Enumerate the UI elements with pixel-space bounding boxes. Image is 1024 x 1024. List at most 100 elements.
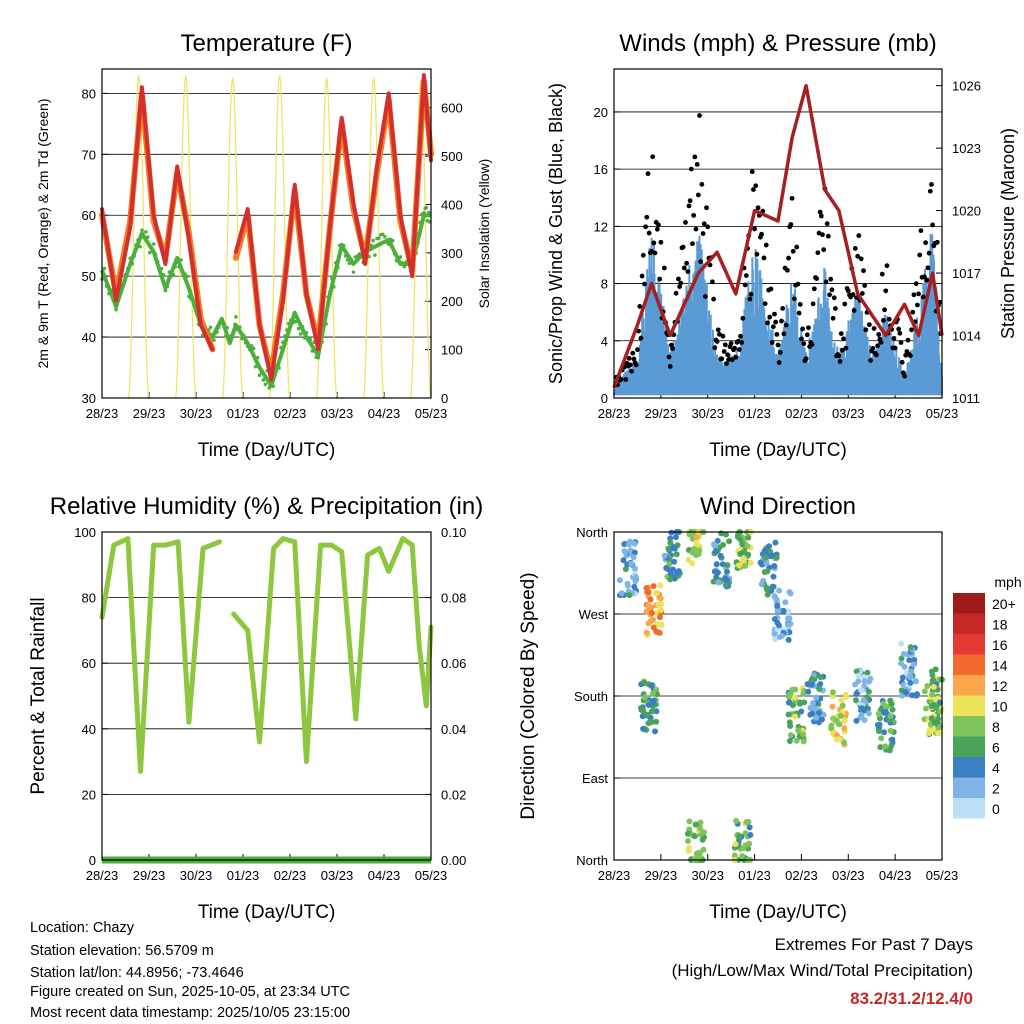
dewpoint-point	[328, 290, 332, 294]
wind-direction-point	[793, 737, 800, 744]
wind-direction-point	[695, 550, 702, 557]
wind-direction-point	[717, 552, 724, 559]
winds-frame	[613, 68, 943, 399]
wind-gust-point	[920, 294, 926, 300]
dewpoint-point	[330, 276, 334, 281]
wind-direction-point	[686, 844, 693, 851]
wind-direction-point	[800, 731, 807, 738]
legend-label: 8	[992, 719, 1000, 735]
wind-direction-point	[860, 696, 867, 703]
wind-gust-point	[725, 352, 731, 358]
wind-gust-point	[789, 195, 795, 201]
winds-xtick-label: 05/23	[926, 406, 959, 421]
dewpoint-point	[146, 235, 150, 239]
wind-direction-point	[780, 607, 787, 614]
dewpoint-point	[161, 272, 166, 277]
wind-gust-point	[809, 342, 815, 347]
dewpoint-point	[123, 273, 128, 277]
wind-gust-point	[749, 169, 755, 175]
wind-gust-point	[930, 222, 936, 228]
wind-direction-point	[930, 684, 937, 691]
wind-gust-point	[861, 268, 866, 274]
wind-direction-point	[785, 608, 792, 615]
temperature-xtick-label: 29/23	[133, 406, 166, 421]
wind-gust-point	[705, 224, 711, 230]
wind-gust-point	[678, 280, 684, 286]
wind-gust-point	[896, 326, 902, 332]
wind-direction-point	[733, 817, 740, 824]
direction-xtick-label: 03/23	[832, 868, 865, 883]
direction-xtick-label: 30/23	[691, 868, 724, 883]
wind-gust-point	[717, 331, 722, 337]
wind-gust-point	[775, 342, 781, 348]
wind-direction-point	[693, 540, 700, 547]
wind-direction-point	[648, 719, 655, 726]
wind-gust-point	[720, 333, 726, 339]
wind-gust-point	[694, 162, 700, 167]
humidity-ytick-label: 80	[82, 591, 96, 606]
dewpoint-point	[183, 272, 187, 276]
dewpoint-point	[261, 378, 266, 382]
dewpoint-point	[210, 335, 215, 339]
wind-direction-point	[816, 685, 823, 692]
wind-direction-point	[810, 700, 817, 707]
wind-gust-point	[874, 352, 879, 358]
humidity-ytick-label: 0	[89, 853, 96, 868]
wind-gust-point	[918, 228, 924, 234]
winds-ytick-right-label: 1023	[952, 141, 981, 156]
dewpoint-point	[222, 323, 227, 327]
wind-direction-point	[932, 666, 939, 673]
wind-gust-point	[770, 324, 776, 330]
wind-gust-point	[916, 291, 921, 297]
wind-direction-point	[880, 709, 887, 716]
wind-direction-point	[712, 548, 719, 555]
wind-direction-point	[889, 736, 896, 743]
humidity-ylabel: Percent & Total Rainfall	[28, 597, 49, 794]
dewpoint-point	[281, 340, 285, 345]
winds-xtick-label: 03/23	[832, 406, 865, 421]
dewpoint-point	[259, 370, 264, 375]
wind-direction-point	[641, 694, 648, 701]
legend-label: 18	[992, 617, 1008, 633]
wind-gust-point	[738, 333, 743, 339]
temperature-xtick-label: 03/23	[321, 406, 354, 421]
wind-gust-point	[811, 286, 817, 292]
dewpoint-point	[288, 318, 293, 322]
wind-direction-point	[650, 583, 657, 590]
winds-ytick-right-label: 1017	[952, 266, 981, 281]
info-recent: Most recent data timestamp: 2025/10/05 2…	[30, 1005, 351, 1021]
wind-direction-point	[935, 730, 942, 737]
info-location: Location: Chazy	[30, 920, 134, 936]
dewpoint-point	[347, 261, 352, 265]
wind-gust-point	[748, 291, 754, 297]
wind-gust-point	[658, 239, 664, 245]
wind-direction-point	[813, 694, 820, 701]
legend-label: 4	[992, 760, 1000, 776]
wind-gust-point	[753, 183, 759, 189]
legend-label: 6	[992, 740, 1000, 756]
wind-direction-point	[653, 718, 660, 725]
wind-gust-point	[815, 250, 821, 256]
wind-direction-point	[792, 713, 799, 720]
dewpoint-point	[104, 284, 109, 288]
wind-gust-point	[739, 340, 745, 345]
wind-direction-point	[858, 711, 865, 718]
legend-swatch	[953, 593, 985, 614]
dewpoint-point	[234, 315, 238, 319]
wind-gust-point	[767, 314, 773, 320]
temperature-ytick-label: 40	[82, 330, 96, 345]
dewpoint-point	[334, 260, 338, 265]
dewpoint-point	[371, 238, 375, 243]
dewpoint-point	[426, 210, 431, 215]
wind-direction-point	[817, 674, 824, 681]
wind-direction-point	[817, 681, 824, 688]
wind-gust-point	[875, 343, 880, 349]
dewpoint-point	[269, 381, 274, 386]
wind-gust-point	[913, 281, 919, 287]
wind-gust-point	[773, 319, 779, 325]
wind-direction-point	[667, 576, 674, 583]
dewpoint-point	[381, 232, 385, 237]
dewpoint-point	[247, 347, 252, 352]
legend-swatch	[953, 736, 985, 757]
